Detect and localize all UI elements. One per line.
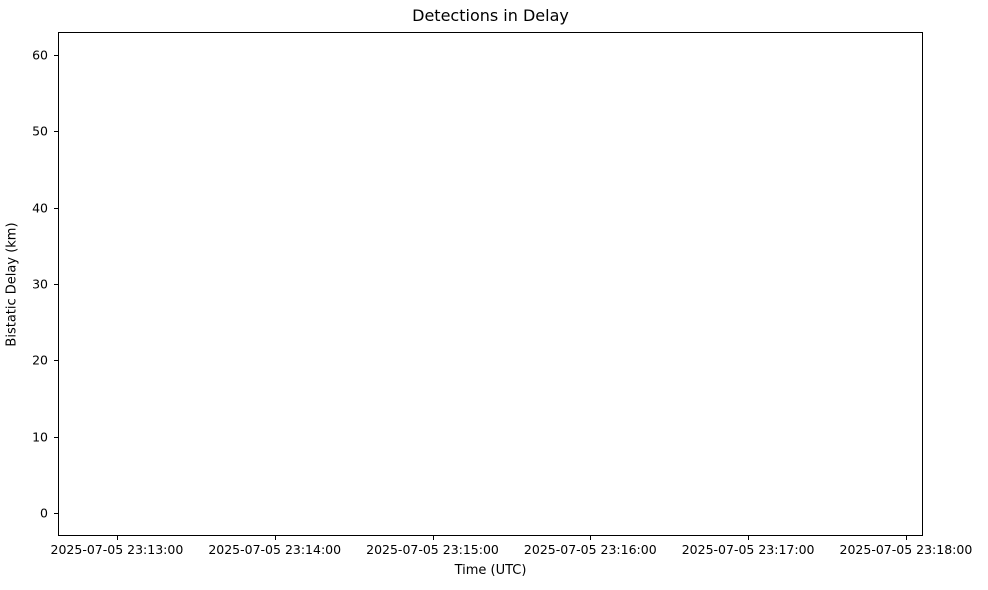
y-tick-label: 60 xyxy=(32,47,48,63)
y-tick-mark xyxy=(54,513,58,515)
y-tick-mark xyxy=(54,54,58,56)
axes-frame xyxy=(58,32,923,536)
x-tick-label: 2025-07-05 23:14:00 xyxy=(208,542,342,557)
y-axis-label: Bistatic Delay (km) xyxy=(4,222,20,347)
x-tick-mark xyxy=(432,536,434,540)
y-tick-label: 20 xyxy=(32,352,48,368)
x-axis-label: Time (UTC) xyxy=(454,563,527,578)
x-tick-mark xyxy=(274,536,276,540)
y-tick-mark xyxy=(54,207,58,209)
x-tick-label: 2025-07-05 23:17:00 xyxy=(681,542,815,557)
y-tick-label: 10 xyxy=(32,429,48,445)
plot-title: Detections in Delay xyxy=(412,6,569,25)
y-tick-mark xyxy=(54,360,58,362)
y-tick-mark xyxy=(54,131,58,133)
y-tick-mark xyxy=(54,284,58,285)
x-tick-label: 2025-07-05 23:16:00 xyxy=(523,542,657,557)
y-tick-label: 40 xyxy=(32,200,48,216)
x-tick-mark xyxy=(116,536,118,540)
x-tick-mark xyxy=(590,536,592,540)
x-tick-mark xyxy=(905,536,907,540)
x-tick-label: 2025-07-05 23:15:00 xyxy=(366,542,499,557)
y-tick-label: 50 xyxy=(32,123,48,139)
y-tick-label: 0 xyxy=(40,505,48,521)
y-tick-label: 30 xyxy=(32,276,48,292)
x-tick-label: 2025-07-05 23:13:00 xyxy=(50,542,184,557)
y-tick-mark xyxy=(54,436,58,438)
x-tick-label: 2025-07-05 23:18:00 xyxy=(839,542,973,557)
x-tick-mark xyxy=(748,536,750,540)
